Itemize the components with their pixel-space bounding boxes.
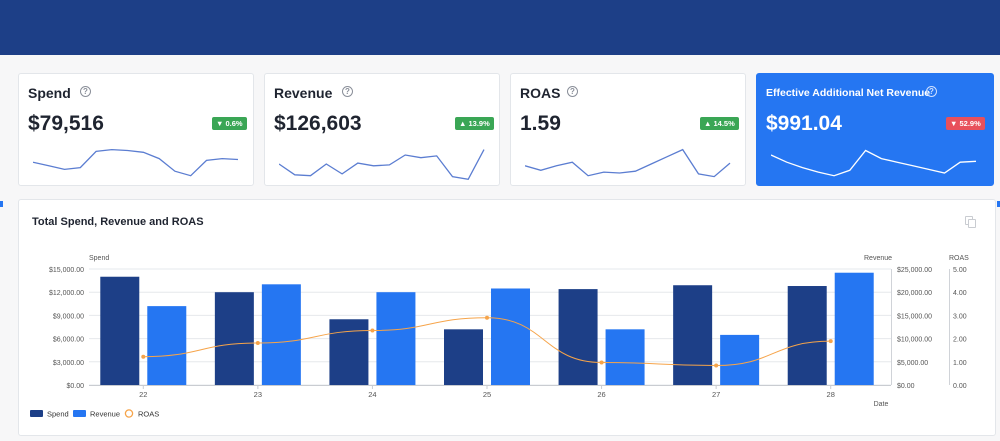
kpi-card-roas[interactable]: ROAS ? 1.59 ▲ 14.5% (510, 73, 746, 186)
card-title: ROAS (520, 85, 561, 101)
sparkline (33, 148, 239, 177)
top-header-bar (0, 0, 1000, 55)
help-icon[interactable]: ? (342, 86, 353, 97)
card-title: Spend (28, 85, 71, 101)
kpi-card-effective-net-revenue[interactable]: Effective Additional Net Revenue ? $991.… (756, 73, 994, 186)
change-badge: ▼ 0.6% (212, 117, 247, 130)
change-badge: ▲ 13.9% (455, 117, 494, 130)
change-badge: ▲ 14.5% (700, 117, 739, 130)
change-badge: ▼ 52.9% (946, 117, 985, 130)
panel-edge-marker (0, 201, 3, 207)
chart-title: Total Spend, Revenue and ROAS (32, 216, 204, 228)
card-value: $991.04 (766, 112, 842, 135)
help-icon[interactable]: ? (567, 86, 578, 97)
panel-edge-marker (997, 201, 1000, 207)
card-value: 1.59 (520, 112, 561, 135)
card-value: $79,516 (28, 112, 104, 135)
card-title: Revenue (274, 85, 333, 101)
sparkline-path (525, 148, 731, 178)
card-value: $126,603 (274, 112, 362, 135)
sparkline (771, 149, 977, 177)
kpi-card-revenue[interactable]: Revenue ? $126,603 ▲ 13.9% (264, 73, 500, 186)
sparkline-path (771, 149, 977, 177)
kpi-card-spend[interactable]: Spend ? $79,516 ▼ 0.6% (18, 73, 254, 186)
copy-icon[interactable] (965, 216, 976, 228)
chart-panel: Total Spend, Revenue and ROAS (18, 199, 996, 436)
sparkline (525, 148, 731, 178)
sparkline-path (279, 149, 485, 181)
help-icon[interactable]: ? (80, 86, 91, 97)
sparkline-path (33, 148, 239, 177)
help-icon[interactable]: ? (926, 86, 937, 97)
sparkline (279, 149, 485, 181)
card-title: Effective Additional Net Revenue (766, 87, 931, 99)
